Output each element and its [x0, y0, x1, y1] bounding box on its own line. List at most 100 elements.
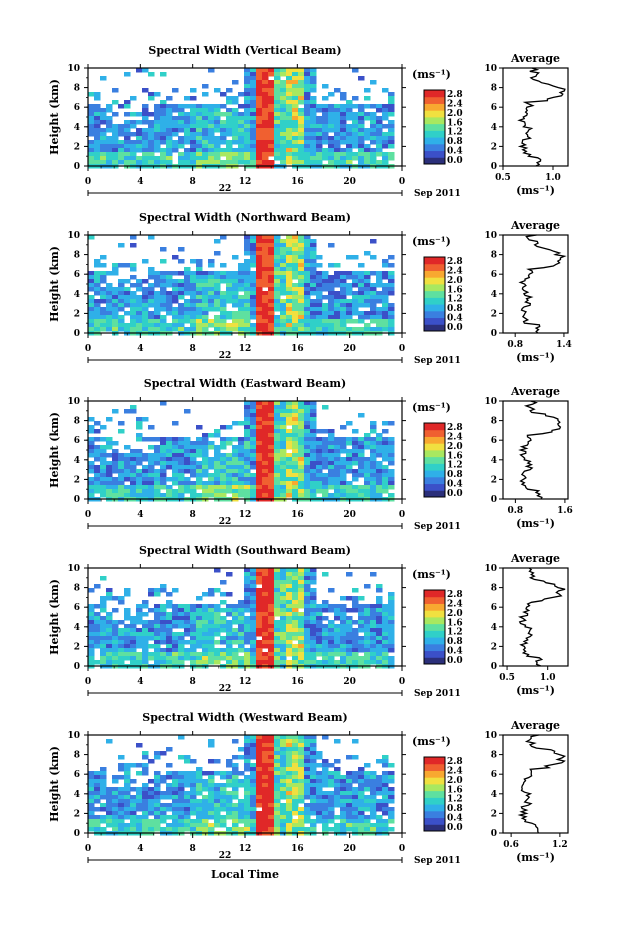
heatmap-cell: [352, 807, 359, 812]
heatmap-cell: [256, 421, 263, 426]
heatmap-cell: [268, 425, 275, 430]
heatmap-cell: [178, 612, 185, 617]
heatmap-cell: [244, 799, 251, 804]
heatmap-cell: [250, 104, 257, 109]
heatmap-cell: [154, 116, 161, 121]
heatmap-cell: [328, 473, 335, 478]
heatmap-cell: [304, 441, 311, 446]
heatmap-cell: [106, 136, 113, 141]
heatmap-cell: [256, 401, 263, 406]
heatmap-cell: [274, 279, 281, 284]
heatmap-cell: [286, 136, 293, 141]
heatmap-cell: [130, 449, 137, 454]
heatmap-cell: [154, 791, 161, 796]
colorbar-segment: [424, 610, 445, 618]
heatmap-cell: [358, 104, 365, 109]
colorbar-segment: [424, 463, 445, 471]
x-tick-label: 8: [190, 510, 196, 520]
heatmap-cell: [382, 323, 389, 328]
heatmap-cell: [208, 263, 215, 268]
heatmap-cell: [148, 827, 155, 832]
heatmap-cell: [226, 469, 233, 474]
heatmap-cell: [346, 815, 353, 820]
heatmap-cell: [298, 279, 305, 284]
heatmap-cell: [370, 799, 377, 804]
heatmap-cell: [250, 295, 257, 300]
heatmap-cell: [250, 160, 257, 165]
heatmap-cell: [172, 437, 179, 442]
heatmap-cell: [214, 568, 221, 573]
heatmap-cell: [214, 457, 221, 462]
x-tick-label: 16: [291, 344, 304, 354]
heatmap-cell: [226, 132, 233, 137]
chart-title: Spectral Width (Northward Beam): [139, 211, 351, 224]
heatmap-cell: [232, 640, 239, 645]
heatmap-cell: [370, 779, 377, 784]
heatmap-cell: [238, 112, 245, 117]
heatmap-cell: [196, 152, 203, 157]
heatmap-cell: [322, 473, 329, 478]
heatmap-cell: [220, 473, 227, 478]
colorbar-tick-label: 2.4: [447, 599, 463, 609]
heatmap-cell: [118, 453, 125, 458]
heatmap-cell: [232, 811, 239, 816]
heatmap-cell: [316, 283, 323, 288]
heatmap-cell: [316, 311, 323, 316]
heatmap-cell: [286, 568, 293, 573]
heatmap-cell: [214, 815, 221, 820]
heatmap-cell: [118, 128, 125, 133]
heatmap-cell: [310, 493, 317, 498]
heatmap-cell: [352, 656, 359, 661]
x-tick-label: 12: [239, 677, 252, 687]
heatmap-cell: [94, 775, 101, 780]
heatmap-cell: [274, 576, 281, 581]
heatmap-cell: [328, 811, 335, 816]
heatmap-cell: [250, 779, 257, 784]
heatmap-cell: [202, 315, 209, 320]
heatmap-cell: [226, 763, 233, 768]
heatmap-cell: [286, 104, 293, 109]
heatmap-cell: [220, 291, 227, 296]
heatmap-cell: [274, 799, 281, 804]
heatmap-cell: [214, 648, 221, 653]
heatmap-cell: [370, 311, 377, 316]
colorbar-segment: [424, 157, 445, 165]
heatmap-cell: [130, 628, 137, 633]
heatmap-cell: [136, 112, 143, 117]
heatmap-cell: [274, 327, 281, 332]
heatmap-cell: [334, 453, 341, 458]
heatmap-cell: [190, 148, 197, 153]
heatmap-cell: [310, 255, 317, 260]
heatmap-cell: [214, 493, 221, 498]
profile-frame: [502, 400, 569, 500]
heatmap-cell: [358, 827, 365, 832]
heatmap-cell: [280, 592, 287, 597]
heatmap-cell: [298, 743, 305, 748]
heatmap-cell: [274, 116, 281, 121]
heatmap-cell: [172, 279, 179, 284]
heatmap-cell: [202, 644, 209, 649]
heatmap-cell: [298, 132, 305, 137]
heatmap-cell: [376, 652, 383, 657]
heatmap-cell: [322, 477, 329, 482]
heatmap-cell: [244, 148, 251, 153]
heatmap-cell: [292, 271, 299, 276]
heatmap-cell: [262, 152, 269, 157]
heatmap-cell: [154, 160, 161, 165]
heatmap-cell: [130, 315, 137, 320]
heatmap-cell: [346, 453, 353, 458]
heatmap-cell: [184, 624, 191, 629]
heatmap-cell: [172, 421, 179, 426]
heatmap-cell: [106, 620, 113, 625]
heatmap-cell: [388, 327, 395, 332]
heatmap-cell: [334, 449, 341, 454]
heatmap-cell: [250, 755, 257, 760]
heatmap-cell: [286, 759, 293, 764]
heatmap-cell: [274, 68, 281, 73]
heatmap-cell: [346, 648, 353, 653]
heatmap-cell: [388, 271, 395, 276]
heatmap-cell: [286, 787, 293, 792]
heatmap-cells: [88, 568, 395, 669]
heatmap-cell: [190, 783, 197, 788]
heatmap-cell: [262, 267, 269, 272]
